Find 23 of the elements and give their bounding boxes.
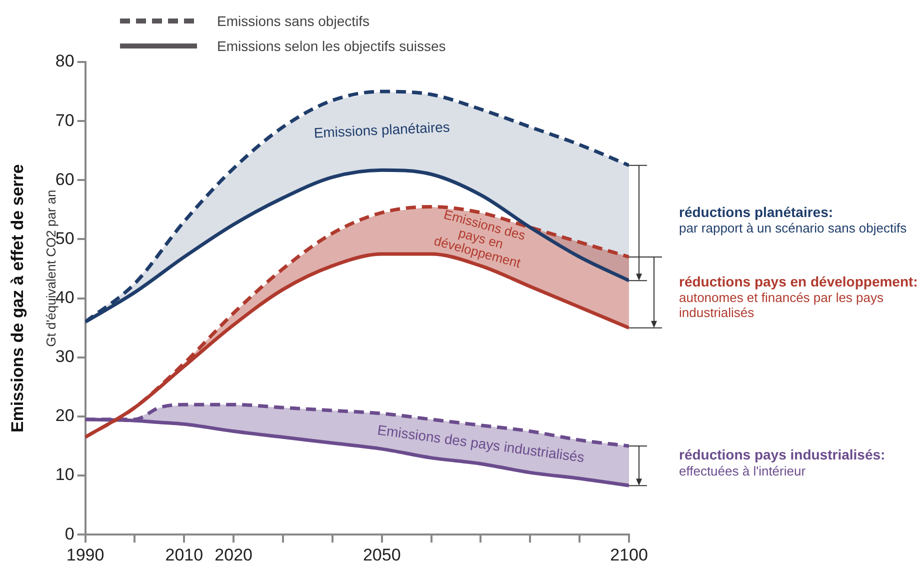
text: réductions planétaires: [679, 204, 834, 220]
text: par rapport à un scénario sans objectifs [679, 220, 908, 236]
text: effectuées à l'intérieur [679, 463, 806, 478]
text: Emissions selon les objectifs suisses [217, 38, 446, 54]
x-tick-label: 2010 [165, 545, 204, 564]
y-tick-label: 70 [55, 110, 74, 130]
x-tick-label: 2020 [214, 545, 253, 564]
y-tick-label: 20 [55, 406, 74, 426]
x-tick-label: 2100 [610, 545, 648, 564]
y-tick-label: 60 [55, 170, 74, 189]
text: réductions pays en développement: [679, 273, 918, 290]
x-tick-label: 2050 [362, 545, 401, 564]
x-tick-label: 1990 [66, 545, 104, 564]
y-tick-label: 0 [64, 524, 74, 544]
annotation: Emissions des pays industrialisés [376, 422, 586, 466]
text: réductions pays industrialisés: [679, 446, 886, 463]
annotation: Emissions planétaires [314, 118, 450, 141]
text: Emissions sans objectifs [217, 12, 370, 28]
text: autonomes et financés par les pays industrialisés [679, 290, 884, 320]
y-tick-label: 10 [55, 465, 74, 484]
y-tick-label: 30 [55, 347, 74, 366]
y-tick-label: 80 [55, 52, 74, 71]
y-axis-title: Emissions de gaz à effet de serre [8, 164, 27, 432]
